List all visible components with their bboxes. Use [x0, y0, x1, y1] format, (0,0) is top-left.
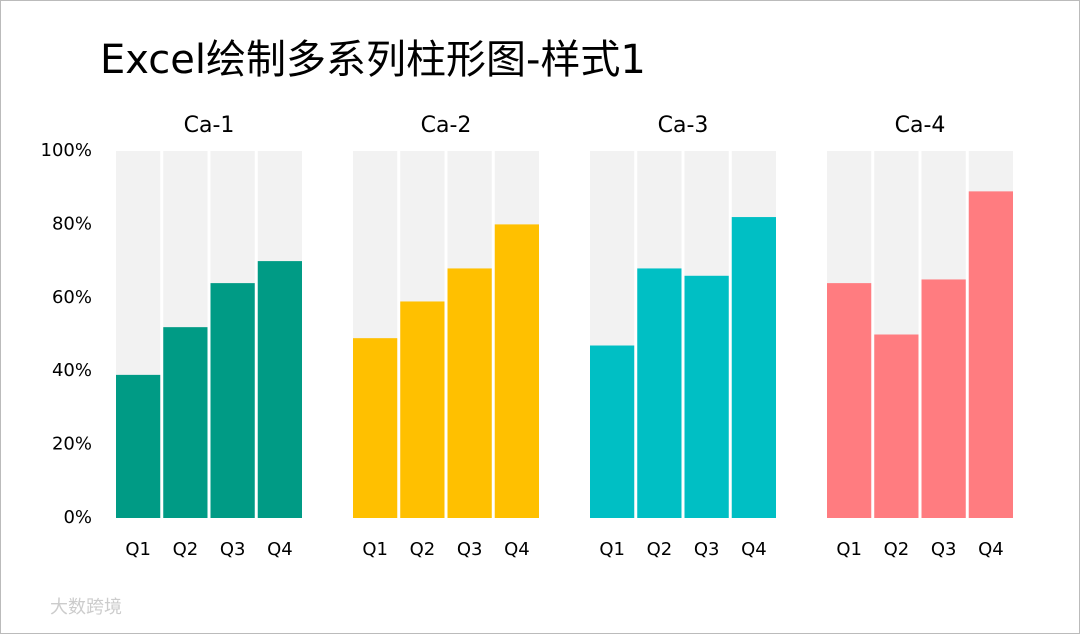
- y-tick-label: 80%: [52, 213, 92, 234]
- y-tick-label: 60%: [52, 287, 92, 308]
- bar: [163, 327, 208, 518]
- bar: [400, 301, 445, 518]
- bar: [874, 334, 919, 518]
- y-tick-label: 0%: [63, 507, 92, 528]
- panel-title: Ca-1: [184, 113, 235, 138]
- bar: [968, 191, 1013, 518]
- x-tick-label: Q4: [267, 539, 293, 560]
- watermark: 大数跨境: [50, 597, 122, 618]
- x-tick-label: Q4: [741, 539, 767, 560]
- x-tick-label: Q1: [362, 539, 388, 560]
- x-tick-label: Q3: [931, 539, 957, 560]
- bar: [210, 283, 255, 518]
- x-tick-label: Q1: [125, 539, 151, 560]
- bar: [257, 261, 302, 518]
- x-tick-label: Q4: [978, 539, 1004, 560]
- y-tick-label: 40%: [52, 360, 92, 381]
- x-tick-label: Q3: [220, 539, 246, 560]
- x-tick-label: Q3: [694, 539, 720, 560]
- x-tick-label: Q2: [647, 539, 673, 560]
- x-tick-label: Q3: [457, 539, 483, 560]
- panel-title: Ca-3: [658, 113, 709, 138]
- y-tick-label: 100%: [41, 140, 92, 161]
- bar: [731, 217, 776, 518]
- bar: [116, 374, 161, 518]
- bar: [590, 345, 635, 518]
- x-tick-label: Q1: [599, 539, 625, 560]
- y-tick-label: 20%: [52, 434, 92, 455]
- chart-title: Excel绘制多系列柱形图-样式1: [100, 37, 646, 83]
- bar: [353, 338, 398, 518]
- x-tick-label: Q1: [836, 539, 862, 560]
- panel-title: Ca-4: [895, 113, 946, 138]
- x-tick-label: Q2: [884, 539, 910, 560]
- x-tick-label: Q4: [504, 539, 530, 560]
- panel-title: Ca-2: [421, 113, 472, 138]
- bar: [494, 224, 539, 518]
- x-tick-label: Q2: [410, 539, 436, 560]
- bar: [447, 268, 492, 518]
- bar: [684, 275, 729, 518]
- bar: [921, 279, 966, 518]
- bar: [637, 268, 682, 518]
- bar: [827, 283, 872, 518]
- x-tick-label: Q2: [173, 539, 199, 560]
